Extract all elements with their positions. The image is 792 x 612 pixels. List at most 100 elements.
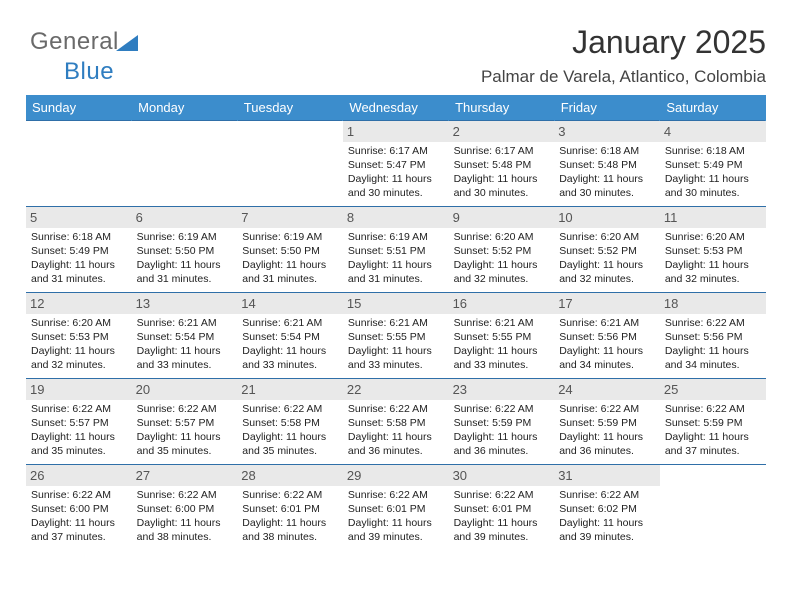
calendar-day-cell: 10 Sunrise: 6:20 AM Sunset: 5:52 PM Dayli…	[554, 207, 660, 293]
day-number: 12	[26, 293, 132, 314]
day-number: 25	[660, 379, 766, 400]
calendar-day-cell: 8 Sunrise: 6:19 AM Sunset: 5:51 PM Daylig…	[343, 207, 449, 293]
calendar-day-cell	[132, 121, 238, 207]
day-number: 23	[449, 379, 555, 400]
day-number: 24	[554, 379, 660, 400]
calendar-day-cell: 3 Sunrise: 6:18 AM Sunset: 5:48 PM Daylig…	[554, 121, 660, 207]
day-detail: Sunrise: 6:21 AM Sunset: 5:56 PM Dayligh…	[559, 317, 655, 372]
day-number: 20	[132, 379, 238, 400]
calendar-day-cell: 15Sunrise: 6:21 AM Sunset: 5:55 PM Dayli…	[343, 293, 449, 379]
day-detail: Sunrise: 6:22 AM Sunset: 6:01 PM Dayligh…	[454, 489, 550, 544]
calendar-day-cell	[26, 121, 132, 207]
calendar-week-row: 19 Sunrise: 6:22 AM Sunset: 5:57 PM Dayli…	[26, 379, 766, 465]
day-detail: Sunrise: 6:21 AM Sunset: 5:55 PM Dayligh…	[454, 317, 550, 372]
day-number: 22	[343, 379, 449, 400]
brand-logo: General Blue	[30, 28, 138, 86]
day-number: 4	[660, 121, 766, 142]
calendar-day-cell: 7Sunrise: 6:19 AM Sunset: 5:50 PM Daylig…	[237, 207, 343, 293]
calendar-week-row: 26Sunrise: 6:22 AM Sunset: 6:00 PM Dayli…	[26, 465, 766, 551]
calendar-day-cell	[237, 121, 343, 207]
day-detail: Sunrise: 6:19 AM Sunset: 5:50 PM Dayligh…	[242, 231, 338, 286]
day-number: 11	[660, 207, 766, 228]
calendar-day-cell: 21 Sunrise: 6:22 AM Sunset: 5:58 PM Dayli…	[237, 379, 343, 465]
calendar-day-cell: 6 Sunrise: 6:19 AM Sunset: 5:50 PM Daylig…	[132, 207, 238, 293]
calendar-header-row: Sunday Monday Tuesday Wednesday Thursday…	[26, 95, 766, 121]
day-number: 5	[26, 207, 132, 228]
day-detail: Sunrise: 6:22 AM Sunset: 5:59 PM Dayligh…	[665, 403, 761, 458]
calendar-body: 1 Sunrise: 6:17 AM Sunset: 5:47 PM Daylig…	[26, 121, 766, 551]
col-sunday: Sunday	[26, 95, 132, 121]
calendar-day-cell: 29Sunrise: 6:22 AM Sunset: 6:01 PM Dayli…	[343, 465, 449, 551]
day-number: 1	[343, 121, 449, 142]
day-detail: Sunrise: 6:22 AM Sunset: 5:57 PM Dayligh…	[31, 403, 127, 458]
day-number: 8	[343, 207, 449, 228]
day-detail: Sunrise: 6:22 AM Sunset: 6:01 PM Dayligh…	[242, 489, 338, 544]
calendar-day-cell: 17Sunrise: 6:21 AM Sunset: 5:56 PM Dayli…	[554, 293, 660, 379]
day-number: 9	[449, 207, 555, 228]
day-detail: Sunrise: 6:18 AM Sunset: 5:49 PM Dayligh…	[665, 145, 761, 200]
day-number: 14	[237, 293, 343, 314]
calendar-day-cell: 27 Sunrise: 6:22 AM Sunset: 6:00 PM Dayli…	[132, 465, 238, 551]
calendar-day-cell: 28 Sunrise: 6:22 AM Sunset: 6:01 PM Dayli…	[237, 465, 343, 551]
day-detail: Sunrise: 6:20 AM Sunset: 5:53 PM Dayligh…	[31, 317, 127, 372]
day-number: 30	[449, 465, 555, 486]
calendar-day-cell	[660, 465, 766, 551]
calendar-day-cell: 24 Sunrise: 6:22 AM Sunset: 5:59 PM Dayli…	[554, 379, 660, 465]
day-number: 10	[554, 207, 660, 228]
calendar-day-cell: 2Sunrise: 6:17 AM Sunset: 5:48 PM Daylig…	[449, 121, 555, 207]
calendar-day-cell: 31 Sunrise: 6:22 AM Sunset: 6:02 PM Dayli…	[554, 465, 660, 551]
calendar-day-cell: 1 Sunrise: 6:17 AM Sunset: 5:47 PM Daylig…	[343, 121, 449, 207]
day-detail: Sunrise: 6:17 AM Sunset: 5:47 PM Dayligh…	[348, 145, 444, 200]
day-number: 21	[237, 379, 343, 400]
day-number: 19	[26, 379, 132, 400]
calendar-day-cell: 20Sunrise: 6:22 AM Sunset: 5:57 PM Dayli…	[132, 379, 238, 465]
day-detail: Sunrise: 6:20 AM Sunset: 5:53 PM Dayligh…	[665, 231, 761, 286]
calendar-day-cell: 23 Sunrise: 6:22 AM Sunset: 5:59 PM Dayli…	[449, 379, 555, 465]
logo-triangle-icon	[116, 30, 138, 58]
day-detail: Sunrise: 6:18 AM Sunset: 5:48 PM Dayligh…	[559, 145, 655, 200]
day-detail: Sunrise: 6:22 AM Sunset: 6:00 PM Dayligh…	[137, 489, 233, 544]
day-detail: Sunrise: 6:22 AM Sunset: 5:58 PM Dayligh…	[348, 403, 444, 458]
day-number: 2	[449, 121, 555, 142]
day-number: 6	[132, 207, 238, 228]
day-detail: Sunrise: 6:18 AM Sunset: 5:49 PM Dayligh…	[31, 231, 127, 286]
calendar-day-cell: 22 Sunrise: 6:22 AM Sunset: 5:58 PM Dayli…	[343, 379, 449, 465]
day-detail: Sunrise: 6:22 AM Sunset: 5:59 PM Dayligh…	[454, 403, 550, 458]
day-detail: Sunrise: 6:20 AM Sunset: 5:52 PM Dayligh…	[559, 231, 655, 286]
calendar-day-cell: 12 Sunrise: 6:20 AM Sunset: 5:53 PM Dayli…	[26, 293, 132, 379]
calendar-day-cell: 14 Sunrise: 6:21 AM Sunset: 5:54 PM Dayli…	[237, 293, 343, 379]
day-number: 28	[237, 465, 343, 486]
day-number: 27	[132, 465, 238, 486]
day-number: 26	[26, 465, 132, 486]
col-monday: Monday	[132, 95, 238, 121]
day-detail: Sunrise: 6:21 AM Sunset: 5:54 PM Dayligh…	[137, 317, 233, 372]
day-detail: Sunrise: 6:19 AM Sunset: 5:51 PM Dayligh…	[348, 231, 444, 286]
day-detail: Sunrise: 6:22 AM Sunset: 6:00 PM Dayligh…	[31, 489, 127, 544]
day-detail: Sunrise: 6:22 AM Sunset: 6:02 PM Dayligh…	[559, 489, 655, 544]
calendar-page: General Blue January 2025 Palmar de Vare…	[0, 0, 792, 561]
day-number: 13	[132, 293, 238, 314]
calendar-day-cell: 4 Sunrise: 6:18 AM Sunset: 5:49 PM Daylig…	[660, 121, 766, 207]
day-detail: Sunrise: 6:19 AM Sunset: 5:50 PM Dayligh…	[137, 231, 233, 286]
day-detail: Sunrise: 6:22 AM Sunset: 5:58 PM Dayligh…	[242, 403, 338, 458]
col-saturday: Saturday	[660, 95, 766, 121]
calendar-day-cell: 9Sunrise: 6:20 AM Sunset: 5:52 PM Daylig…	[449, 207, 555, 293]
col-thursday: Thursday	[449, 95, 555, 121]
calendar-week-row: 12 Sunrise: 6:20 AM Sunset: 5:53 PM Dayli…	[26, 293, 766, 379]
calendar-day-cell: 25 Sunrise: 6:22 AM Sunset: 5:59 PM Dayli…	[660, 379, 766, 465]
day-number: 18	[660, 293, 766, 314]
calendar-day-cell: 16 Sunrise: 6:21 AM Sunset: 5:55 PM Dayli…	[449, 293, 555, 379]
day-number: 16	[449, 293, 555, 314]
calendar-day-cell: 13 Sunrise: 6:21 AM Sunset: 5:54 PM Dayli…	[132, 293, 238, 379]
day-detail: Sunrise: 6:22 AM Sunset: 5:56 PM Dayligh…	[665, 317, 761, 372]
calendar-day-cell: 11 Sunrise: 6:20 AM Sunset: 5:53 PM Dayli…	[660, 207, 766, 293]
col-tuesday: Tuesday	[237, 95, 343, 121]
calendar-week-row: 1 Sunrise: 6:17 AM Sunset: 5:47 PM Daylig…	[26, 121, 766, 207]
calendar-day-cell: 18 Sunrise: 6:22 AM Sunset: 5:56 PM Dayli…	[660, 293, 766, 379]
day-number: 31	[554, 465, 660, 486]
day-detail: Sunrise: 6:21 AM Sunset: 5:54 PM Dayligh…	[242, 317, 338, 372]
day-number: 3	[554, 121, 660, 142]
calendar-table: Sunday Monday Tuesday Wednesday Thursday…	[26, 95, 766, 551]
day-detail: Sunrise: 6:22 AM Sunset: 5:59 PM Dayligh…	[559, 403, 655, 458]
calendar-week-row: 5 Sunrise: 6:18 AM Sunset: 5:49 PM Daylig…	[26, 207, 766, 293]
